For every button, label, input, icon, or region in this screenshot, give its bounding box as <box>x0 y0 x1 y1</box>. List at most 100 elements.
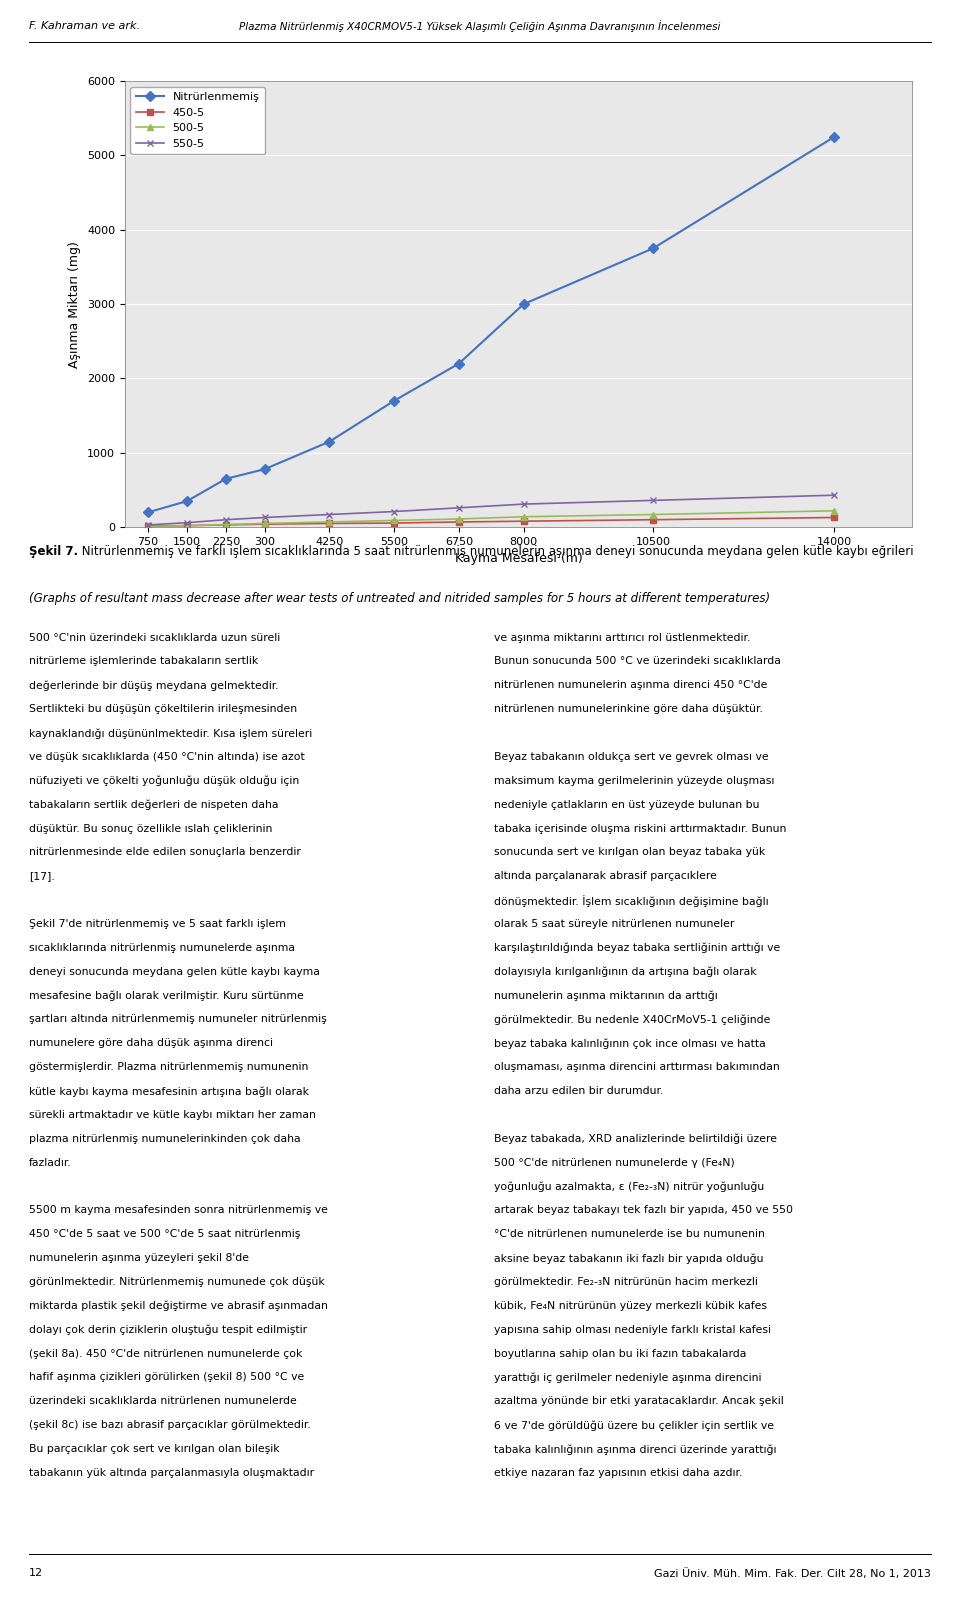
550-5 <box>828 485 840 504</box>
500-5 <box>142 517 154 537</box>
Text: 12: 12 <box>29 1568 43 1578</box>
Text: Gazi Üniv. Müh. Mim. Fak. Der. Cilt 28, No 1, 2013: Gazi Üniv. Müh. Mim. Fak. Der. Cilt 28, … <box>655 1568 931 1578</box>
Text: yoğunluğu azalmakta, ε (Fe₂-₃N) nitrür yoğunluğu: yoğunluğu azalmakta, ε (Fe₂-₃N) nitrür y… <box>494 1181 765 1192</box>
Text: numunelerin aşınma yüzeyleri şekil 8'de: numunelerin aşınma yüzeyleri şekil 8'de <box>29 1254 249 1264</box>
Text: fazladır.: fazladır. <box>29 1158 72 1168</box>
Text: kübik, Fe₄N nitrürünün yüzey merkezli kübik kafes: kübik, Fe₄N nitrürünün yüzey merkezli kü… <box>494 1301 767 1311</box>
Text: 500 °C'nin üzerindeki sıcaklıklarda uzun süreli: 500 °C'nin üzerindeki sıcaklıklarda uzun… <box>29 633 280 642</box>
Nitrürlenmemiş <box>389 391 400 410</box>
450-5 <box>181 516 193 535</box>
Text: Şekil 7.: Şekil 7. <box>29 545 78 558</box>
Text: tabaka kalınlığının aşınma direnci üzerinde yarattığı: tabaka kalınlığının aşınma direnci üzeri… <box>494 1444 777 1455</box>
Text: karşılaştırıldığında beyaz tabaka sertliğinin arttığı ve: karşılaştırıldığında beyaz tabaka sertli… <box>494 942 780 954</box>
Text: ve aşınma miktarını arttırıcı rol üstlenmektedir.: ve aşınma miktarını arttırıcı rol üstlen… <box>494 633 751 642</box>
Text: Sertlikteki bu düşüşün çökeltilerin irileşmesinden: Sertlikteki bu düşüşün çökeltilerin iril… <box>29 704 297 714</box>
Text: numunelerin aşınma miktarının da arttığı: numunelerin aşınma miktarının da arttığı <box>494 991 718 1001</box>
500-5 <box>259 514 271 534</box>
Y-axis label: Aşınma Miktarı (mg): Aşınma Miktarı (mg) <box>68 240 82 368</box>
Text: [17].: [17]. <box>29 871 55 881</box>
Nitrürlenmemiş <box>453 354 465 373</box>
Line: 450-5: 450-5 <box>145 514 838 529</box>
Text: Bu parçacıklar çok sert ve kırılgan olan bileşik: Bu parçacıklar çok sert ve kırılgan olan… <box>29 1444 279 1453</box>
Text: nitrürlenen numunelerin aşınma direnci 450 °C'de: nitrürlenen numunelerin aşınma direnci 4… <box>494 680 768 691</box>
Text: kütle kaybı kayma mesafesinin artışına bağlı olarak: kütle kaybı kayma mesafesinin artışına b… <box>29 1087 309 1096</box>
Text: şartları altında nitrürlenmemiş numuneler nitrürlenmiş: şartları altında nitrürlenmemiş numunele… <box>29 1014 326 1025</box>
550-5 <box>647 490 659 509</box>
550-5 <box>389 501 400 521</box>
Text: Beyaz tabakanın oldukça sert ve gevrek olması ve: Beyaz tabakanın oldukça sert ve gevrek o… <box>494 753 769 762</box>
Nitrürlenmemiş <box>517 295 529 315</box>
450-5 <box>324 514 335 534</box>
Text: boyutlarına sahip olan bu iki fazın tabakalarda: boyutlarına sahip olan bu iki fazın taba… <box>494 1348 747 1359</box>
Nitrürlenmemiş <box>324 431 335 451</box>
Text: üzerindeki sıcaklıklarda nitrürlenen numunelerde: üzerindeki sıcaklıklarda nitrürlenen num… <box>29 1397 297 1406</box>
Text: Bunun sonucunda 500 °C ve üzerindeki sıcaklıklarda: Bunun sonucunda 500 °C ve üzerindeki sıc… <box>494 657 781 667</box>
Text: Şekil 7'de nitrürlenmemiş ve 5 saat farklı işlem: Şekil 7'de nitrürlenmemiş ve 5 saat fark… <box>29 920 286 929</box>
Text: beyaz tabaka kalınlığının çok ince olması ve hatta: beyaz tabaka kalınlığının çok ince olmas… <box>494 1038 766 1049</box>
550-5 <box>453 498 465 517</box>
Text: hafif aşınma çizikleri görülirken (şekil 8) 500 °C ve: hafif aşınma çizikleri görülirken (şekil… <box>29 1372 304 1382</box>
450-5 <box>453 513 465 532</box>
Line: 500-5: 500-5 <box>145 508 838 530</box>
550-5 <box>324 504 335 524</box>
Text: daha arzu edilen bir durumdur.: daha arzu edilen bir durumdur. <box>494 1087 663 1096</box>
Nitrürlenmemiş <box>647 238 659 258</box>
Text: (şekil 8c) ise bazı abrasif parçacıklar görülmektedir.: (şekil 8c) ise bazı abrasif parçacıklar … <box>29 1421 310 1431</box>
Text: sürekli artmaktadır ve kütle kaybı miktarı her zaman: sürekli artmaktadır ve kütle kaybı mikta… <box>29 1109 316 1119</box>
Text: 500 °C'de nitrürlenen numunelerde γ (Fe₄N): 500 °C'de nitrürlenen numunelerde γ (Fe₄… <box>494 1158 735 1168</box>
Nitrürlenmemiş <box>142 503 154 522</box>
Text: tabaka içerisinde oluşma riskini arttırmaktadır. Bunun: tabaka içerisinde oluşma riskini arttırm… <box>494 824 787 834</box>
550-5 <box>142 516 154 535</box>
Text: 5500 m kayma mesafesinden sonra nitrürlenmemiş ve: 5500 m kayma mesafesinden sonra nitrürle… <box>29 1205 327 1215</box>
450-5 <box>389 513 400 532</box>
Nitrürlenmemiş <box>181 491 193 511</box>
500-5 <box>647 504 659 524</box>
Text: sıcaklıklarında nitrürlenmiş numunelerde aşınma: sıcaklıklarında nitrürlenmiş numunelerde… <box>29 942 295 952</box>
450-5 <box>220 516 231 535</box>
550-5 <box>517 495 529 514</box>
Text: azaltma yönünde bir etki yaratacaklardır. Ancak şekil: azaltma yönünde bir etki yaratacaklardır… <box>494 1397 784 1406</box>
Text: ve düşük sıcaklıklarda (450 °C'nin altında) ise azot: ve düşük sıcaklıklarda (450 °C'nin altın… <box>29 753 304 762</box>
450-5 <box>142 516 154 535</box>
Text: Beyaz tabakada, XRD analizlerinde belirtildiği üzere: Beyaz tabakada, XRD analizlerinde belirt… <box>494 1134 778 1144</box>
Nitrürlenmemiş <box>259 459 271 478</box>
450-5 <box>828 508 840 527</box>
Text: yapısına sahip olması nedeniyle farklı kristal kafesi: yapısına sahip olması nedeniyle farklı k… <box>494 1325 772 1335</box>
500-5 <box>517 508 529 527</box>
Text: 6 ve 7'de görüldüğü üzere bu çelikler için sertlik ve: 6 ve 7'de görüldüğü üzere bu çelikler iç… <box>494 1421 775 1431</box>
500-5 <box>220 514 231 534</box>
550-5 <box>220 509 231 529</box>
Text: deneyi sonucunda meydana gelen kütle kaybı kayma: deneyi sonucunda meydana gelen kütle kay… <box>29 967 320 976</box>
Text: 450 °C'de 5 saat ve 500 °C'de 5 saat nitrürlenmiş: 450 °C'de 5 saat ve 500 °C'de 5 saat nit… <box>29 1229 300 1239</box>
Text: Plazma Nitrürlenmiş X40CRMOV5-1 Yüksek Alaşımlı Çeliğin Aşınma Davranışının İnce: Plazma Nitrürlenmiş X40CRMOV5-1 Yüksek A… <box>239 19 721 32</box>
Text: görülmektedir. Fe₂-₃N nitrürünün hacim merkezli: görülmektedir. Fe₂-₃N nitrürünün hacim m… <box>494 1277 758 1286</box>
Text: (şekil 8a). 450 °C'de nitrürlenen numunelerde çok: (şekil 8a). 450 °C'de nitrürlenen numune… <box>29 1348 302 1359</box>
Text: dolayı çok derin çiziklerin oluştuğu tespit edilmiştir: dolayı çok derin çiziklerin oluştuğu tes… <box>29 1325 307 1335</box>
Text: görülmektedir. Bu nedenle X40CrMoV5-1 çeliğinde: görülmektedir. Bu nedenle X40CrMoV5-1 çe… <box>494 1014 771 1025</box>
Text: nitrürlenmesinde elde edilen sonuçlarla benzerdir: nitrürlenmesinde elde edilen sonuçlarla … <box>29 847 300 858</box>
Text: aksine beyaz tabakanın iki fazlı bir yapıda olduğu: aksine beyaz tabakanın iki fazlı bir yap… <box>494 1254 764 1264</box>
Text: (Graphs of resultant mass decrease after wear tests of untreated and nitrided sa: (Graphs of resultant mass decrease after… <box>29 592 770 605</box>
Text: etkiye nazaran faz yapısının etkisi daha azdır.: etkiye nazaran faz yapısının etkisi daha… <box>494 1468 743 1478</box>
500-5 <box>389 511 400 530</box>
Text: miktarda plastik şekil değiştirme ve abrasif aşınmadan: miktarda plastik şekil değiştirme ve abr… <box>29 1301 327 1311</box>
Nitrürlenmemiş <box>220 469 231 488</box>
500-5 <box>453 509 465 529</box>
Text: tabakanın yük altında parçalanmasıyla oluşmaktadır: tabakanın yük altında parçalanmasıyla ol… <box>29 1468 314 1478</box>
Text: plazma nitrürlenmiş numunelerinkinden çok daha: plazma nitrürlenmiş numunelerinkinden ço… <box>29 1134 300 1144</box>
Text: olarak 5 saat süreyle nitrürlenen numuneler: olarak 5 saat süreyle nitrürlenen numune… <box>494 920 734 929</box>
Text: dolayısıyla kırılganlığının da artışına bağlı olarak: dolayısıyla kırılganlığının da artışına … <box>494 967 757 976</box>
500-5 <box>324 513 335 532</box>
Text: oluşmaması, aşınma direncini arttırması bakımından: oluşmaması, aşınma direncini arttırması … <box>494 1062 780 1072</box>
Text: nitrürlenen numunelerinkine göre daha düşüktür.: nitrürlenen numunelerinkine göre daha dü… <box>494 704 763 714</box>
Line: Nitrürlenmemiş: Nitrürlenmemiş <box>145 133 838 516</box>
Text: F. Kahraman ve ark.: F. Kahraman ve ark. <box>29 21 140 31</box>
Text: değerlerinde bir düşüş meydana gelmektedir.: değerlerinde bir düşüş meydana gelmekted… <box>29 680 278 691</box>
Line: 550-5: 550-5 <box>145 491 838 529</box>
Text: sonucunda sert ve kırılgan olan beyaz tabaka yük: sonucunda sert ve kırılgan olan beyaz ta… <box>494 847 766 858</box>
450-5 <box>259 514 271 534</box>
Text: görünlmektedir. Nitrürlenmemiş numunede çok düşük: görünlmektedir. Nitrürlenmemiş numunede … <box>29 1277 324 1286</box>
Text: dönüşmektedir. İşlem sıcaklığının değişimine bağlı: dönüşmektedir. İşlem sıcaklığının değişi… <box>494 895 769 907</box>
450-5 <box>517 511 529 530</box>
Text: mesafesine bağlı olarak verilmiştir. Kuru sürtünme: mesafesine bağlı olarak verilmiştir. Kur… <box>29 991 303 1001</box>
